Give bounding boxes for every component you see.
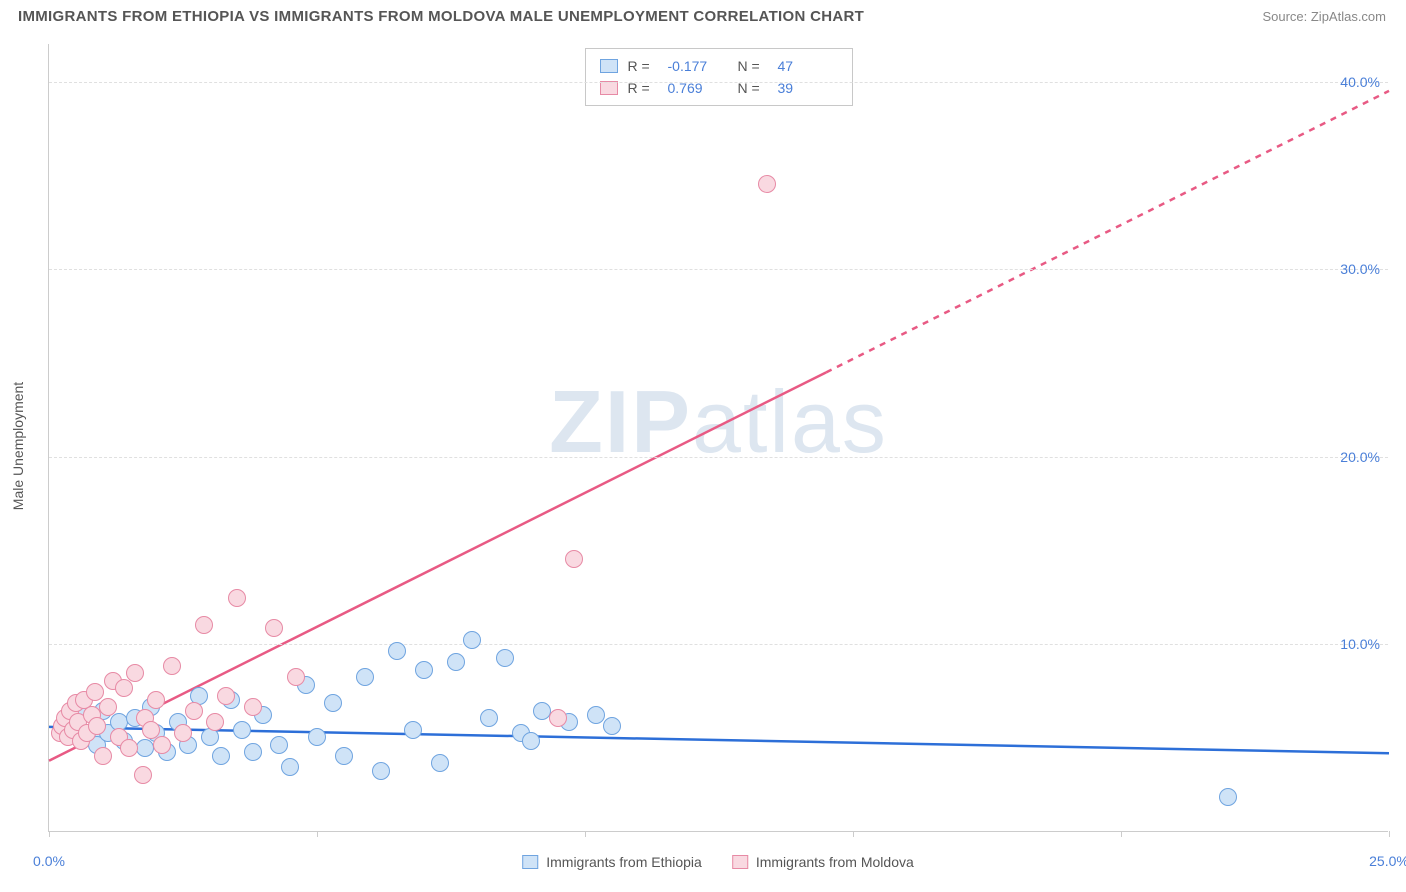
- x-tick-mark: [853, 831, 854, 837]
- gridline: [49, 457, 1388, 458]
- n-label: N =: [738, 55, 768, 77]
- x-tick-label: 0.0%: [33, 853, 65, 869]
- legend-label-ethiopia: Immigrants from Ethiopia: [546, 854, 702, 870]
- data-point: [195, 616, 213, 634]
- data-point: [185, 702, 203, 720]
- legend-item-moldova: Immigrants from Moldova: [732, 854, 914, 870]
- swatch-ethiopia: [600, 59, 618, 73]
- data-point: [603, 717, 621, 735]
- data-point: [372, 762, 390, 780]
- data-point: [86, 683, 104, 701]
- r-value-moldova: 0.769: [668, 77, 728, 99]
- data-point: [496, 649, 514, 667]
- y-tick-label: 20.0%: [1340, 449, 1380, 465]
- data-point: [153, 736, 171, 754]
- x-tick-label: 25.0%: [1369, 853, 1406, 869]
- x-tick-mark: [1121, 831, 1122, 837]
- plot-area: ZIPatlas R = -0.177 N = 47 R = 0.769 N =…: [48, 44, 1388, 832]
- gridline: [49, 82, 1388, 83]
- y-axis-label: Male Unemployment: [10, 382, 26, 510]
- r-label: R =: [628, 55, 658, 77]
- data-point: [126, 664, 144, 682]
- swatch-ethiopia-icon: [522, 855, 538, 869]
- x-tick-mark: [317, 831, 318, 837]
- legend-item-ethiopia: Immigrants from Ethiopia: [522, 854, 702, 870]
- data-point: [134, 766, 152, 784]
- chart-title: IMMIGRANTS FROM ETHIOPIA VS IMMIGRANTS F…: [18, 8, 864, 25]
- data-point: [549, 709, 567, 727]
- data-point: [147, 691, 165, 709]
- y-tick-label: 40.0%: [1340, 74, 1380, 90]
- data-point: [174, 724, 192, 742]
- data-point: [1219, 788, 1237, 806]
- data-point: [115, 679, 133, 697]
- n-value-ethiopia: 47: [778, 55, 838, 77]
- data-point: [287, 668, 305, 686]
- data-point: [270, 736, 288, 754]
- data-point: [163, 657, 181, 675]
- source-prefix: Source:: [1262, 9, 1310, 24]
- data-point: [244, 698, 262, 716]
- swatch-moldova: [600, 81, 618, 95]
- legend-label-moldova: Immigrants from Moldova: [756, 854, 914, 870]
- data-point: [388, 642, 406, 660]
- legend-row-ethiopia: R = -0.177 N = 47: [600, 55, 838, 77]
- source-name: ZipAtlas.com: [1311, 9, 1386, 24]
- gridline: [49, 644, 1388, 645]
- data-point: [233, 721, 251, 739]
- x-tick-mark: [1389, 831, 1390, 837]
- chart-header: IMMIGRANTS FROM ETHIOPIA VS IMMIGRANTS F…: [0, 0, 1406, 29]
- data-point: [431, 754, 449, 772]
- legend-correlation: R = -0.177 N = 47 R = 0.769 N = 39: [585, 48, 853, 106]
- data-point: [404, 721, 422, 739]
- r-value-ethiopia: -0.177: [668, 55, 728, 77]
- data-point: [99, 698, 117, 716]
- data-point: [415, 661, 433, 679]
- data-point: [281, 758, 299, 776]
- data-point: [480, 709, 498, 727]
- data-point: [758, 175, 776, 193]
- data-point: [265, 619, 283, 637]
- data-point: [463, 631, 481, 649]
- y-tick-label: 10.0%: [1340, 636, 1380, 652]
- n-value-moldova: 39: [778, 77, 838, 99]
- data-point: [522, 732, 540, 750]
- data-point: [228, 589, 246, 607]
- data-point: [565, 550, 583, 568]
- y-tick-label: 30.0%: [1340, 261, 1380, 277]
- data-point: [88, 717, 106, 735]
- x-tick-mark: [49, 831, 50, 837]
- swatch-moldova-icon: [732, 855, 748, 869]
- x-tick-mark: [585, 831, 586, 837]
- source-attribution: Source: ZipAtlas.com: [1262, 9, 1386, 24]
- data-point: [244, 743, 262, 761]
- data-point: [447, 653, 465, 671]
- r-label: R =: [628, 77, 658, 99]
- data-point: [206, 713, 224, 731]
- data-point: [324, 694, 342, 712]
- data-point: [212, 747, 230, 765]
- legend-series: Immigrants from Ethiopia Immigrants from…: [522, 854, 914, 870]
- n-label: N =: [738, 77, 768, 99]
- data-point: [94, 747, 112, 765]
- data-point: [308, 728, 326, 746]
- gridline: [49, 269, 1388, 270]
- chart-container: Male Unemployment ZIPatlas R = -0.177 N …: [48, 44, 1388, 832]
- data-point: [217, 687, 235, 705]
- legend-row-moldova: R = 0.769 N = 39: [600, 77, 838, 99]
- data-point: [356, 668, 374, 686]
- data-point: [335, 747, 353, 765]
- data-point: [120, 739, 138, 757]
- data-point: [587, 706, 605, 724]
